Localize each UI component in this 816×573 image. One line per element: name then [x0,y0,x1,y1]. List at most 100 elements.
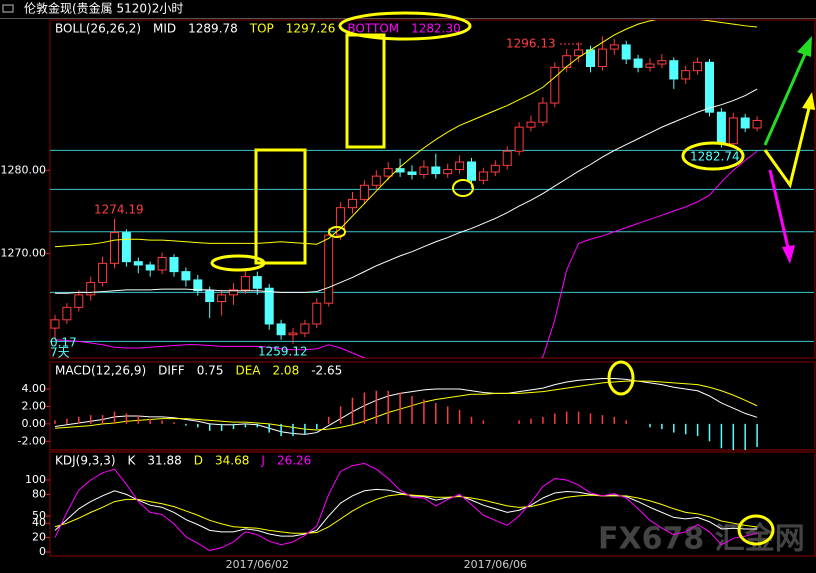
candle-body [252,276,262,289]
candle-body [574,49,584,57]
candle-body [716,111,726,145]
y-tick-label: 100 [25,473,46,486]
candle-body [681,70,691,80]
y-tick-label: 20 [32,531,46,544]
legend-value: 1297.26 [286,22,336,36]
price-annotation: 1274.19 [94,203,144,217]
legend-name: DEA [235,364,261,378]
plot-area [50,20,814,358]
candle-body [597,48,607,68]
candle-body [740,117,750,129]
candle-body [693,61,703,72]
candle-body [467,161,476,181]
window-icon [2,4,14,13]
window-title: 伦敦金现(贵金属 5120)2小时 [24,1,183,16]
ellipse-mark [210,254,266,272]
candle-body [633,58,643,68]
x-tick-label: 2017/06/06 [464,558,527,571]
legend-value: 0.75 [197,364,224,378]
candle-body [514,126,524,152]
legend-name: DIFF [158,364,185,378]
candle-body [169,257,179,273]
ellipse-mark [328,226,346,238]
candle-body [157,257,167,271]
candle-body [490,164,500,173]
y-tick-label: 50 [32,509,46,522]
arrow-down [768,169,790,249]
candle-body [336,207,346,236]
indicator-line [54,378,758,435]
candle-body [62,306,72,321]
legend-name: D [194,454,203,468]
arrow-up [763,51,808,146]
arrow-head [782,245,795,264]
candle-body [312,302,322,325]
legend-value: 1282.30 [411,22,461,36]
x-tick-label: 2017/06/02 [226,558,289,571]
candle-body [50,319,60,329]
candle-body [110,232,119,264]
indicator-line [55,88,758,294]
legend-name: BOTTOM [347,22,399,36]
candle-body [288,332,298,336]
plot-area [54,378,758,450]
candle-body [728,117,738,145]
indicator-line [54,462,758,552]
corner-label: 0.17 [50,336,77,350]
candle-body [502,150,512,166]
candle-body [181,271,191,281]
indicator-line [54,150,758,358]
candle-body [586,49,595,68]
candle-body [217,294,227,303]
indicator-name: KDJ(9,3,3) [55,454,116,468]
candle-body [455,161,465,170]
legend-value: 2.08 [272,364,299,378]
annotations [210,11,815,546]
y-tick-label: 2.00 [22,399,47,412]
ellipse-mark [737,514,775,546]
candle-body [98,262,108,283]
indicator-name: BOLL(26,26,2) [55,22,141,36]
indicator-line [54,380,758,431]
y-tick-label: 4.00 [22,382,47,395]
candle-body [752,119,762,129]
plot-area [54,462,758,552]
ellipse-mark [452,179,474,197]
y-tick-label: 80 [32,487,46,500]
legend-name: TOP [249,22,274,36]
panel-frame [49,451,816,557]
box-mark [345,33,386,149]
candle-body [431,166,441,175]
candle-body [300,323,310,334]
candle-body [121,232,131,263]
arrow-yellow [763,107,811,189]
candle-body [205,290,215,303]
legend-value: -2.65 [311,364,342,378]
candle-body [609,44,619,50]
candle-body [371,175,381,186]
candle-body [419,166,429,175]
y-tick-label: -2.00 [18,434,46,447]
candle-body [443,168,453,175]
legend-value: 34.68 [215,454,249,468]
candle-body [562,55,572,68]
candle-body [657,60,667,65]
box-mark [254,148,307,265]
candle-body [669,60,679,80]
candle-body [526,121,536,128]
candle-body [133,261,143,266]
indicator-name: MACD(12,26,9) [55,364,146,378]
candle-body [145,264,155,271]
corner-label: 7天 [50,346,70,360]
legend-name: J [260,454,265,468]
ellipse-mark [607,360,635,396]
candle-body [229,289,238,296]
candle-body [240,276,250,291]
candle-body [264,287,274,325]
legend-value: 1289.78 [188,22,238,36]
candle-body [645,63,655,68]
y-tick-label: 0 [39,545,46,558]
candle-body [383,168,393,177]
candle-body [705,61,714,113]
